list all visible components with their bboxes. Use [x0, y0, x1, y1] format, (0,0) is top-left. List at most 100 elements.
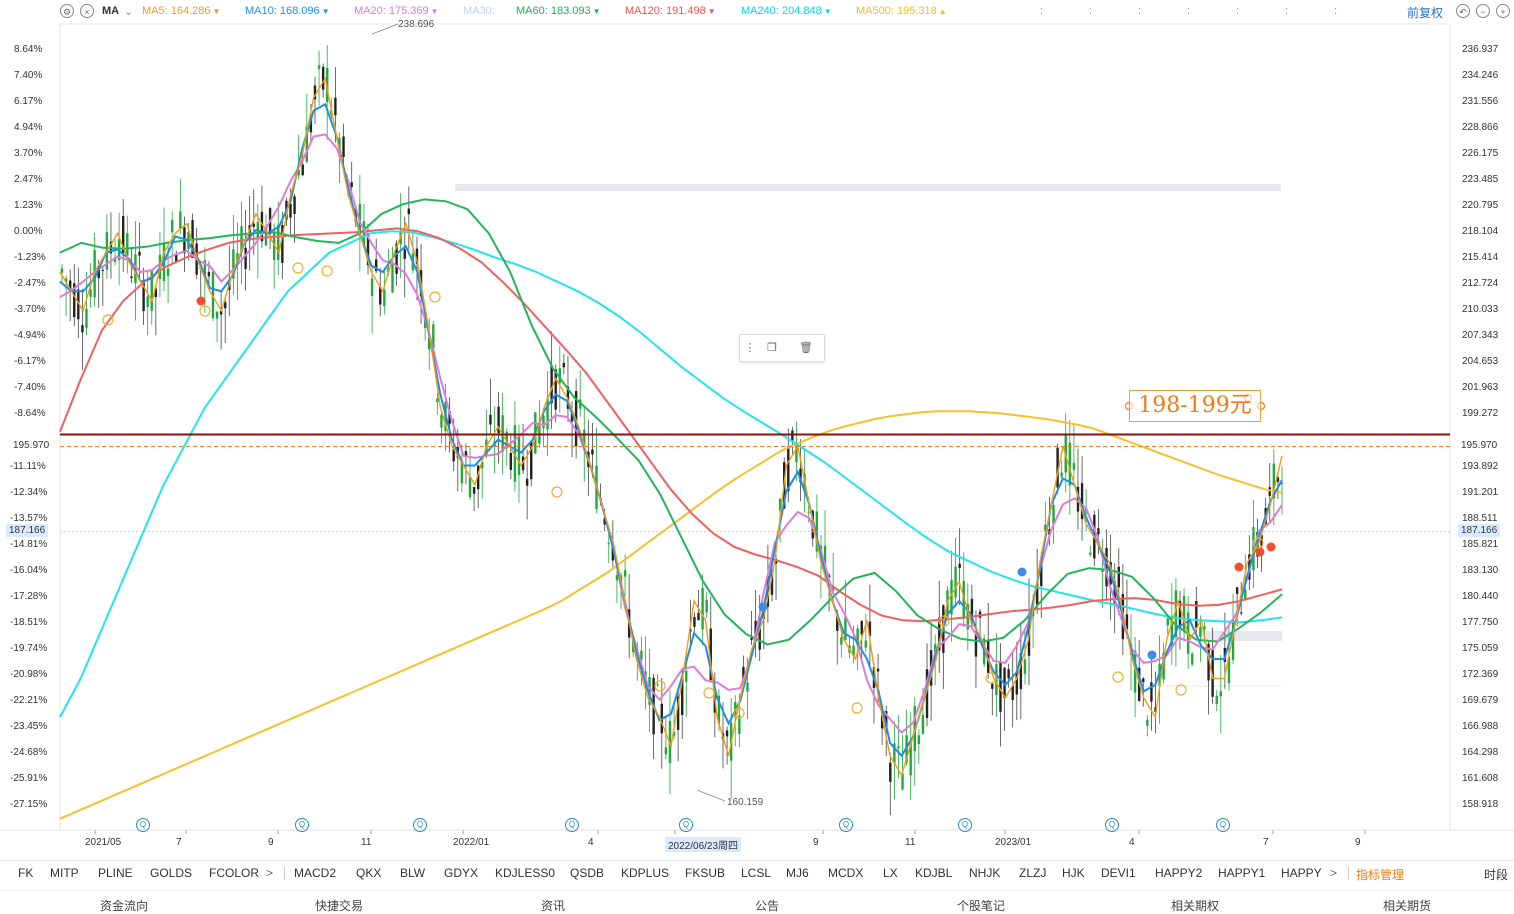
y-tick-left: 0.00% [14, 226, 43, 238]
indicator-tab-happy[interactable]: HAPPY [1281, 866, 1322, 880]
bottom-tab-4[interactable]: 个股笔记 [957, 899, 1006, 913]
y-tick-left: -19.74% [10, 642, 48, 654]
y-tick-left: -8.64% [14, 408, 46, 420]
bottom-tab-1[interactable]: 快捷交易 [315, 899, 364, 913]
indicator-tab-qsdb[interactable]: QSDB [570, 866, 605, 880]
event-marker-icon[interactable]: Q [413, 818, 427, 832]
pattern-marker [199, 305, 211, 317]
ma-legend-ma240[interactable]: MA240: 204.848 ▼ [741, 5, 832, 17]
x-tick: 7 [176, 837, 182, 848]
y-tick-right: 188.511 [1462, 512, 1498, 524]
ma-legend-ma5[interactable]: MA5: 164.286 ▼ [142, 5, 221, 17]
indicator-tab-happy1[interactable]: HAPPY1 [1218, 866, 1266, 880]
period-button[interactable]: 时段 [1484, 868, 1509, 882]
indicator-bar: FK MITP PLINE GOLDS FCOLOR > MACD2 QKX BLW GDYX KD… [0, 860, 1514, 885]
event-marker-icon[interactable]: Q [679, 818, 693, 832]
drag-handle-icon[interactable]: ⋮ [744, 342, 756, 354]
bottom-tab-6[interactable]: 相关期货 [1383, 899, 1432, 913]
indicator-tab-kdjless0[interactable]: KDJLESS0 [495, 866, 556, 880]
indicator-tab-fksub[interactable]: FKSUB [685, 866, 726, 880]
ma-toolbar: ⚙ × MA ⌄ MA5: 164.286 ▼ MA10: 168.096 ▼ MA20… [0, 0, 1514, 24]
undo-icon[interactable]: ↶ [1456, 4, 1470, 18]
ma-legend-ma30[interactable]: MA30: [463, 5, 495, 17]
adjust-mode-button[interactable]: 前复权 [1407, 6, 1444, 20]
settings-icon[interactable]: ⚙ [60, 4, 74, 18]
event-marker-icon[interactable]: Q [839, 818, 853, 832]
toolbar-dots: : [1285, 5, 1289, 17]
pattern-marker [733, 707, 745, 719]
indicator-tab-nhjk[interactable]: NHJK [969, 866, 1001, 880]
y-tick-right: 185.821 [1462, 538, 1499, 550]
ma-legend-ma10[interactable]: MA10: 168.096 ▼ [245, 5, 330, 17]
y-tick-left: 3.70% [14, 148, 43, 160]
zoom-in-icon[interactable]: + [1496, 4, 1510, 18]
y-tick-left: -7.40% [14, 382, 46, 394]
price-annotation[interactable]: 198-199元 [1129, 390, 1261, 422]
indicator-tab-kdjbl[interactable]: KDJBL [915, 866, 953, 880]
bottom-tab-2[interactable]: 资讯 [541, 899, 566, 913]
ma-legend-ma20[interactable]: MA20: 175.369 ▼ [354, 5, 439, 17]
chevron-right-icon[interactable]: > [1330, 866, 1338, 880]
event-marker-icon[interactable]: Q [1216, 818, 1230, 832]
indicator-tab-golds[interactable]: GOLDS [150, 866, 193, 880]
indicator-tab-fcolor[interactable]: FCOLOR [209, 866, 260, 880]
indicator-name[interactable]: MA [102, 5, 120, 17]
y-tick-left: -2.47% [14, 278, 46, 290]
toolbar-dots: : [1040, 5, 1044, 17]
chevron-right-icon[interactable]: > [266, 866, 274, 880]
indicator-tab-mcdx[interactable]: MCDX [828, 866, 864, 880]
event-marker-icon[interactable]: Q [565, 818, 579, 832]
y-tick-right: 220.795 [1462, 200, 1499, 212]
event-marker-icon[interactable]: Q [295, 818, 309, 832]
indicator-tab-zlzj[interactable]: ZLZJ [1019, 866, 1047, 880]
indicator-tab-devi1[interactable]: DEVI1 [1101, 866, 1136, 880]
indicator-manage-button[interactable]: 指标管理 [1356, 868, 1405, 882]
event-marker-icon[interactable]: Q [1105, 818, 1119, 832]
y-tick-left: -20.98% [10, 668, 48, 680]
indicator-tab-hjk[interactable]: HJK [1062, 866, 1085, 880]
indicator-tab-pline[interactable]: PLINE [98, 866, 133, 880]
indicator-tab-mitp[interactable]: MITP [50, 866, 79, 880]
ma-value: 164.286 [170, 5, 211, 17]
indicator-tab-mj6[interactable]: MJ6 [786, 866, 809, 880]
ma-legend-ma60[interactable]: MA60: 183.093 ▼ [516, 5, 601, 17]
indicator-tab-blw[interactable]: BLW [400, 866, 426, 880]
indicator-tab-happy2[interactable]: HAPPY2 [1155, 866, 1203, 880]
trash-icon[interactable]: 🗑 [799, 342, 813, 354]
indicator-tab-macd2[interactable]: MACD2 [294, 866, 337, 880]
x-tick: 2022/06/23周四 [665, 837, 742, 852]
event-marker-icon[interactable]: Q [136, 818, 150, 832]
close-icon[interactable]: × [80, 4, 94, 18]
ma60-line [59, 198, 1283, 646]
zoom-out-icon[interactable]: − [1476, 4, 1490, 18]
event-marker-icon[interactable]: Q [958, 818, 972, 832]
indicator-tab-gdyx[interactable]: GDYX [444, 866, 479, 880]
indicator-tab-kdplus[interactable]: KDPLUS [621, 866, 670, 880]
bottom-tab-3[interactable]: 公告 [755, 899, 780, 913]
y-tick-left: -23.45% [10, 720, 48, 732]
y-tick-right: 158.918 [1462, 799, 1499, 810]
pattern-marker [429, 291, 441, 303]
y-tick-left: -11.11% [10, 460, 46, 472]
separator [1348, 867, 1349, 880]
y-tick-left: 4.94% [14, 122, 43, 134]
ma-legend-ma500[interactable]: MA500: 195.318 ▲ [856, 5, 947, 17]
chevron-down-icon[interactable]: ⌄ [124, 6, 134, 18]
ma-legend-ma120[interactable]: MA120: 191.498 ▼ [625, 5, 716, 17]
indicator-tab-fk[interactable]: FK [18, 866, 34, 880]
drawing-toolbar[interactable]: ⋮ ❐ 🗑 [739, 334, 825, 362]
pattern-marker [551, 486, 563, 498]
pattern-marker [292, 262, 304, 274]
indicator-tab-lx[interactable]: LX [883, 866, 898, 880]
pattern-marker [703, 687, 715, 699]
indicator-tab-lcsl[interactable]: LCSL [741, 866, 772, 880]
candlestick-chart[interactable] [0, 0, 1514, 860]
bottom-tab-5[interactable]: 相关期权 [1171, 899, 1220, 913]
indicator-tab-qkx[interactable]: QKX [356, 866, 382, 880]
y-tick-left: 7.40% [14, 70, 43, 82]
bottom-tab-0[interactable]: 资金流向 [100, 899, 149, 913]
copy-icon[interactable]: ❐ [767, 342, 777, 354]
y-tick-right: 191.201 [1462, 486, 1499, 498]
toolbar-dots: : [1236, 5, 1240, 17]
y-tick-left: 8.64% [14, 44, 43, 55]
